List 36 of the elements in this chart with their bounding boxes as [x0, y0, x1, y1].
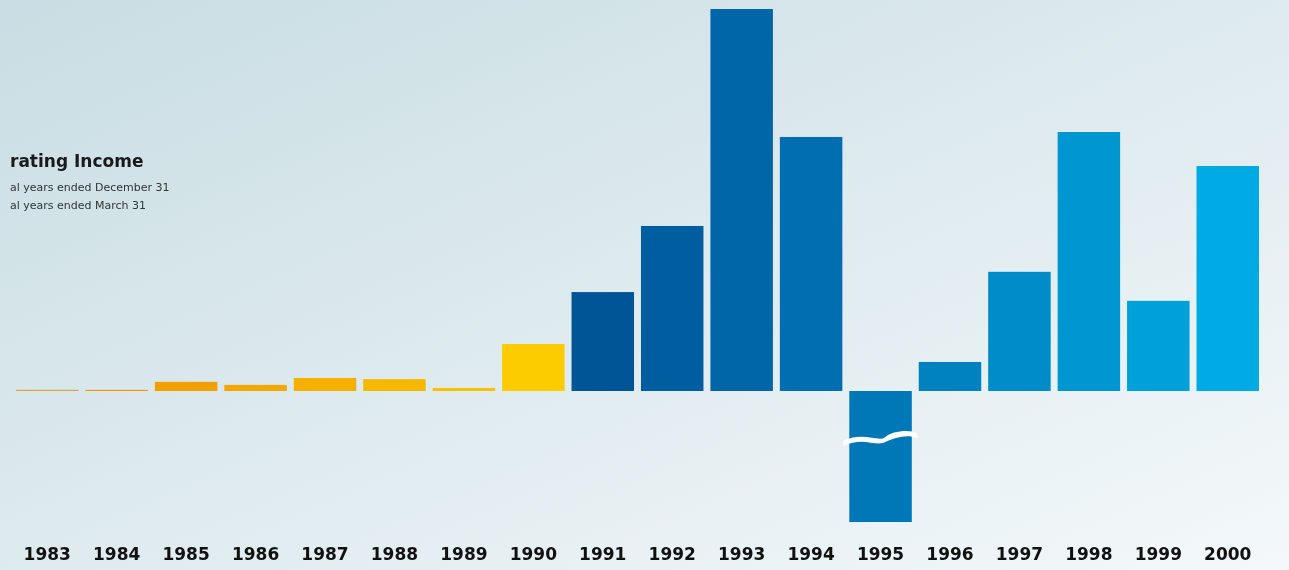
x-tick-label: 1986	[231, 544, 280, 564]
x-tick-label: 1998	[1065, 544, 1113, 564]
text: rating Income	[10, 151, 144, 171]
x-tick-label: 1984	[93, 544, 141, 564]
bar	[293, 378, 357, 391]
x-tick-label: 1995	[856, 544, 905, 564]
bar	[988, 271, 1051, 391]
bar	[1196, 166, 1259, 391]
bar	[502, 344, 565, 391]
bar	[710, 9, 773, 391]
x-tick-label: 1993	[718, 544, 766, 564]
bar	[640, 225, 704, 391]
x-tick-label: 2000	[1204, 544, 1252, 564]
bar	[1127, 300, 1190, 391]
bar	[224, 384, 287, 391]
x-tick-label: 1996	[926, 544, 974, 564]
x-tick-label: 1992	[648, 544, 696, 564]
x-tick-label: 1989	[440, 544, 488, 564]
bar	[779, 136, 843, 391]
x-tick-label: 1988	[370, 544, 419, 564]
bar	[571, 292, 635, 391]
annotation: al years ended March 31	[10, 199, 147, 212]
x-tick-label: 1991	[579, 544, 627, 564]
x-tick-label: 1985	[162, 544, 210, 564]
annotation: al years ended December 31	[10, 181, 170, 194]
x-tick-label: 1990	[509, 544, 558, 564]
x-tick-label: 1999	[1134, 544, 1182, 564]
bar	[432, 387, 496, 391]
x-tick-label: 1983	[23, 544, 71, 564]
bar	[1057, 132, 1121, 391]
x-tick-label: 1997	[995, 544, 1044, 564]
x-tick-label: 1994	[787, 544, 835, 564]
bar	[154, 381, 218, 391]
bar	[363, 379, 426, 391]
x-tick-label: 1987	[301, 544, 349, 564]
bar	[918, 361, 982, 391]
